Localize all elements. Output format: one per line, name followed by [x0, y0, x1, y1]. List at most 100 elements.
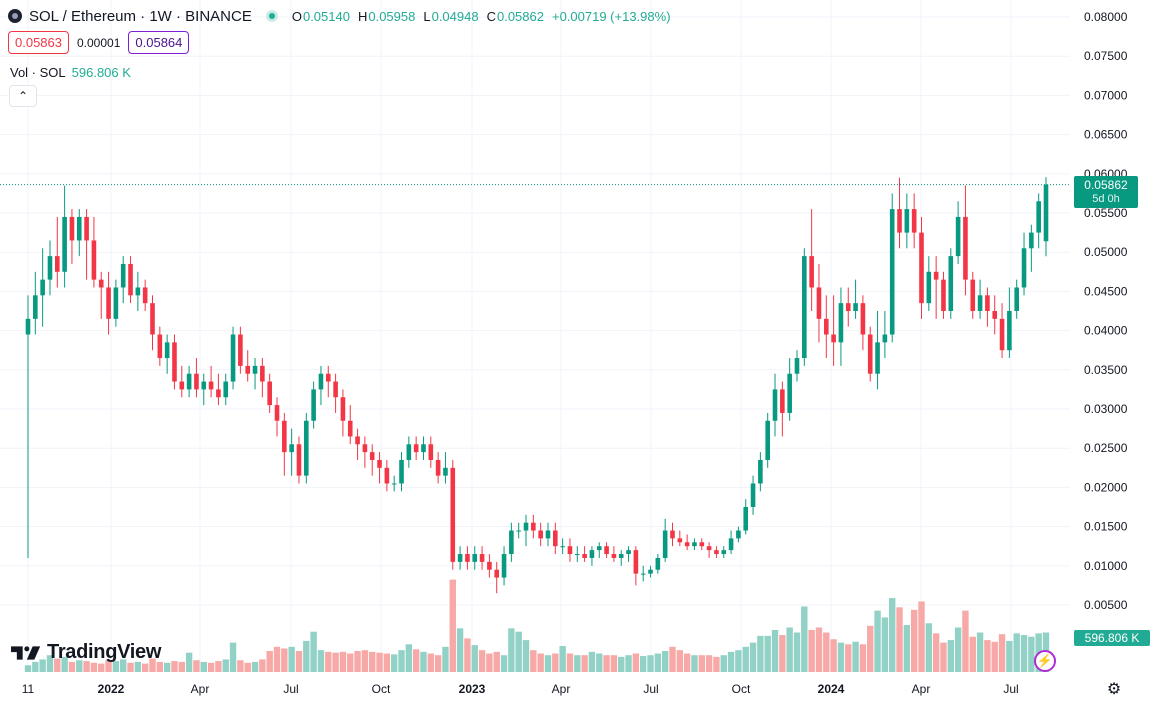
- y-tick-label: 0.05500: [1084, 206, 1128, 220]
- candle: [318, 365, 324, 406]
- candle: [772, 373, 778, 437]
- change-value: +0.00719 (+13.98%): [551, 8, 671, 24]
- volume-bar: [273, 646, 281, 672]
- candle-body: [553, 530, 558, 547]
- candle-body: [955, 216, 961, 257]
- volume-bar: [947, 640, 954, 672]
- candle: [465, 546, 470, 570]
- volume-bar: [1020, 635, 1028, 672]
- volume-bar: [654, 653, 662, 672]
- volume-bar: [288, 646, 295, 672]
- candle: [40, 248, 45, 327]
- candle-body: [1007, 311, 1012, 351]
- candle-body: [311, 389, 316, 421]
- volume-bar: [390, 654, 398, 672]
- volume-bar: [537, 653, 544, 672]
- collapse-legend-button[interactable]: ⌃: [9, 85, 37, 107]
- candlesticks: [25, 177, 1049, 594]
- volume-bar: [1013, 633, 1020, 672]
- candle: [443, 452, 448, 484]
- candle: [955, 201, 961, 264]
- volume-bar: [61, 656, 68, 672]
- lightning-icon[interactable]: ⚡: [1034, 650, 1056, 672]
- volume-bar: [544, 655, 552, 672]
- open-label: O: [291, 8, 302, 24]
- candle-body: [501, 554, 507, 578]
- candle-body: [706, 546, 712, 551]
- volume-bar: [376, 652, 383, 672]
- candle: [223, 373, 229, 406]
- candle: [428, 436, 434, 468]
- candle-body: [201, 381, 207, 390]
- volume-bar: [222, 659, 229, 672]
- candle-body: [69, 216, 75, 241]
- market-open-dot-icon[interactable]: [265, 10, 278, 22]
- tradingview-logo[interactable]: TradingView: [11, 641, 161, 664]
- volume-bar: [749, 642, 757, 672]
- candle: [494, 561, 500, 594]
- volume-bar: [98, 663, 105, 672]
- candle: [633, 546, 639, 586]
- volume-bars: [24, 579, 1050, 672]
- y-tick-label: 0.00500: [1084, 598, 1128, 612]
- y-tick-label: 0.05000: [1084, 245, 1128, 259]
- volume-bar: [354, 651, 361, 672]
- volume-bar: [500, 655, 508, 672]
- volume-bar: [823, 632, 830, 672]
- candle-body: [435, 459, 441, 476]
- volume-bar: [610, 655, 618, 672]
- candle-body: [157, 334, 163, 359]
- candle-body: [875, 342, 880, 374]
- candle: [377, 452, 382, 484]
- candle-body: [948, 256, 954, 311]
- gear-icon[interactable]: ⚙: [1106, 681, 1122, 698]
- candle: [677, 530, 683, 547]
- candle: [355, 428, 360, 460]
- candle: [252, 358, 258, 390]
- volume-bar: [215, 661, 222, 672]
- volume-bar: [522, 640, 530, 672]
- candle-body: [684, 542, 690, 547]
- symbol-title[interactable]: SOL / Ethereum · 1W · BINANCE: [29, 7, 252, 25]
- candle-body: [164, 342, 170, 359]
- volume-bar: [163, 662, 171, 672]
- volume-bar: [705, 655, 713, 672]
- candle: [282, 412, 287, 476]
- candle-body: [758, 459, 763, 484]
- candle-body: [282, 420, 287, 453]
- close-value: 0.05862: [496, 8, 544, 24]
- candle-body: [223, 381, 229, 398]
- candle-body: [347, 420, 353, 437]
- volume-bar: [881, 617, 889, 672]
- candle: [487, 554, 492, 578]
- candle-body: [677, 538, 683, 543]
- quote-row: 0.05863 0.00001 0.05864: [8, 31, 190, 54]
- candle-body: [714, 550, 719, 555]
- price-axis[interactable]: 0.080000.075000.070000.065000.060000.055…: [1084, 10, 1128, 612]
- volume-bar: [559, 645, 566, 672]
- candle-body: [882, 334, 888, 343]
- candle-body: [889, 209, 895, 335]
- volume-bar: [669, 646, 676, 672]
- volume-bar: [625, 655, 632, 672]
- time-axis[interactable]: 11 2022 Apr Jul Oct 2023 Apr Jul Oct 2024 Apr Jul: [22, 682, 1019, 696]
- buy-button[interactable]: 0.05864: [128, 31, 190, 54]
- candle-body: [985, 295, 990, 311]
- candle: [560, 538, 565, 555]
- volume-bar: [54, 658, 61, 672]
- volume-legend[interactable]: Vol · SOL 596.806 K: [10, 65, 131, 80]
- volume-bar: [925, 623, 933, 672]
- volume-bar: [735, 650, 742, 672]
- sell-button[interactable]: 0.05863: [8, 31, 69, 54]
- y-tick-label: 0.07000: [1084, 88, 1128, 102]
- candle-body: [333, 381, 338, 398]
- candle: [809, 209, 814, 311]
- candle: [421, 436, 426, 460]
- candle: [150, 295, 155, 351]
- candle-body: [860, 303, 866, 335]
- candle-body: [618, 554, 624, 558]
- volume-bar: [962, 610, 969, 672]
- candle-body: [545, 530, 551, 539]
- candle: [120, 256, 126, 304]
